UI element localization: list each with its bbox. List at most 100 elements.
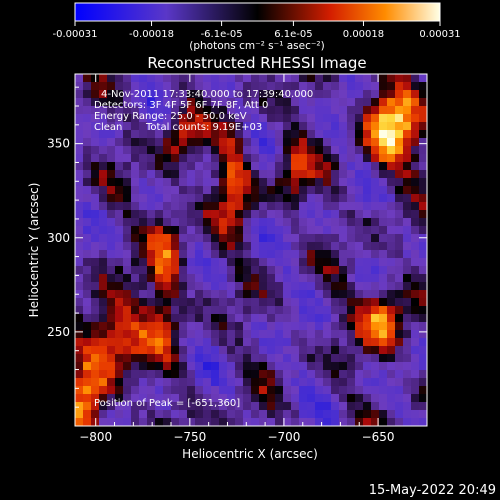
heatmap-cell	[235, 322, 244, 331]
heatmap-cell	[91, 394, 100, 403]
heatmap-cell	[315, 194, 324, 203]
heatmap-cell	[355, 290, 364, 299]
heatmap-cell	[259, 154, 268, 163]
heatmap-cell	[75, 98, 84, 107]
heatmap-cell	[307, 418, 316, 427]
heatmap-cell	[91, 258, 100, 267]
colorbar-tick-label: -0.00018	[129, 29, 174, 40]
x-tick-label: −750	[173, 430, 206, 444]
heatmap-cell	[355, 154, 364, 163]
heatmap-cell	[171, 410, 180, 419]
heatmap-cell	[83, 98, 92, 107]
heatmap-cell	[91, 226, 100, 235]
heatmap-cell	[419, 282, 428, 291]
heatmap-cell	[267, 122, 276, 131]
heatmap-cell	[299, 362, 308, 371]
heatmap-cell	[291, 330, 300, 339]
heatmap-cell	[275, 242, 284, 251]
heatmap-cell	[267, 418, 276, 427]
heatmap-cell	[187, 194, 196, 203]
heatmap-cell	[147, 226, 156, 235]
heatmap-cell	[323, 282, 332, 291]
heatmap-cell	[331, 378, 340, 387]
heatmap-cell	[227, 82, 236, 91]
heatmap-cell	[115, 218, 124, 227]
heatmap-cell	[307, 274, 316, 283]
heatmap-cell	[259, 178, 268, 187]
heatmap-cell	[323, 170, 332, 179]
heatmap-cell	[99, 394, 108, 403]
heatmap-cell	[115, 162, 124, 171]
heatmap-cell	[75, 402, 84, 411]
heatmap-cell	[195, 114, 204, 123]
heatmap-cell	[371, 90, 380, 99]
heatmap-cell	[379, 106, 388, 115]
heatmap-cell	[267, 258, 276, 267]
heatmap-cell	[275, 138, 284, 147]
heatmap-cell	[267, 370, 276, 379]
heatmap-cell	[227, 346, 236, 355]
heatmap-cell	[155, 258, 164, 267]
heatmap-cell	[363, 354, 372, 363]
heatmap-cell	[211, 418, 220, 427]
heatmap-cell	[139, 82, 148, 91]
heatmap-cell	[347, 234, 356, 243]
heatmap-cell	[347, 314, 356, 323]
heatmap-cell	[203, 106, 212, 115]
heatmap-cell	[163, 322, 172, 331]
heatmap-cell	[227, 154, 236, 163]
heatmap-cell	[331, 346, 340, 355]
heatmap-cell	[171, 418, 180, 427]
heatmap-cell	[179, 234, 188, 243]
heatmap-cell	[83, 266, 92, 275]
heatmap-cell	[99, 314, 108, 323]
heatmap-cell	[219, 322, 228, 331]
heatmap-cell	[227, 410, 236, 419]
heatmap-cell	[187, 82, 196, 91]
heatmap-cell	[83, 298, 92, 307]
heatmap-cell	[371, 410, 380, 419]
heatmap-cell	[83, 226, 92, 235]
heatmap-cell	[195, 202, 204, 211]
heatmap-cell	[227, 394, 236, 403]
heatmap-cell	[339, 250, 348, 259]
heatmap-cell	[107, 106, 116, 115]
heatmap-cell	[307, 82, 316, 91]
heatmap-cell	[211, 186, 220, 195]
heatmap-cell	[283, 138, 292, 147]
heatmap-cell	[387, 250, 396, 259]
heatmap-cell	[227, 378, 236, 387]
heatmap-cell	[411, 258, 420, 267]
heatmap-cell	[283, 162, 292, 171]
heatmap-cell	[323, 298, 332, 307]
heatmap-cell	[315, 410, 324, 419]
y-tick-label: 350	[47, 137, 70, 151]
heatmap-cell	[275, 418, 284, 427]
heatmap-cell	[275, 114, 284, 123]
heatmap-cell	[379, 330, 388, 339]
heatmap-cell	[283, 234, 292, 243]
heatmap-cell	[379, 202, 388, 211]
heatmap-cell	[83, 130, 92, 139]
heatmap-cell	[251, 362, 260, 371]
heatmap-cell	[331, 250, 340, 259]
heatmap-cell	[251, 210, 260, 219]
heatmap-cell	[195, 186, 204, 195]
heatmap-cell	[315, 130, 324, 139]
colorbar-tick-label: -6.1e-05	[201, 29, 243, 40]
heatmap-cell	[235, 122, 244, 131]
heatmap-cell	[219, 162, 228, 171]
heatmap-cell	[115, 194, 124, 203]
heatmap-cell	[299, 242, 308, 251]
heatmap-cell	[323, 410, 332, 419]
heatmap-cell	[347, 362, 356, 371]
heatmap-cell	[75, 306, 84, 315]
heatmap-cell	[91, 98, 100, 107]
heatmap-cell	[371, 234, 380, 243]
heatmap-cell	[291, 234, 300, 243]
heatmap-cell	[243, 162, 252, 171]
heatmap-cell	[347, 130, 356, 139]
heatmap-cell	[259, 386, 268, 395]
heatmap-cell	[131, 210, 140, 219]
heatmap-cell	[275, 322, 284, 331]
